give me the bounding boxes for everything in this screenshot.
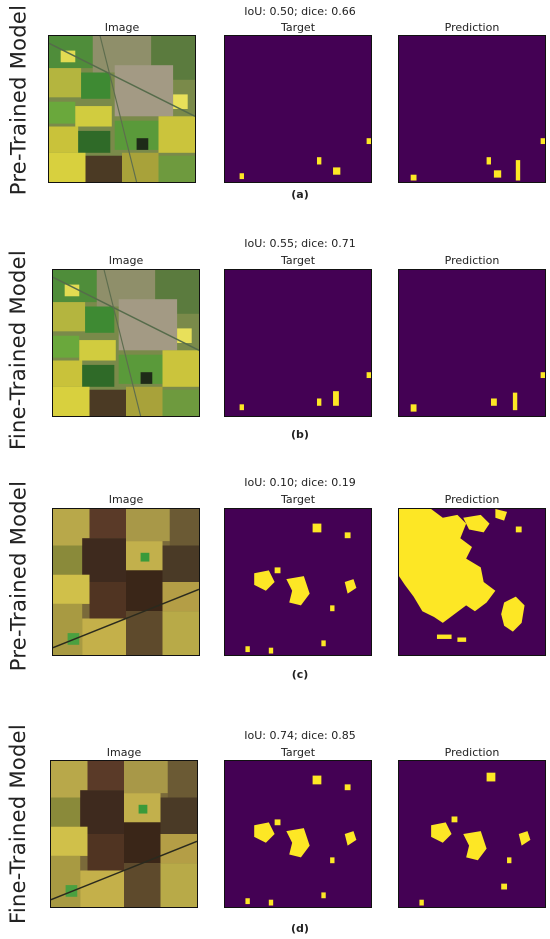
title-target: Target	[280, 21, 316, 34]
row-label: Pre-Trained Model	[0, 480, 38, 672]
target-mask	[224, 508, 372, 656]
metric-text: IoU: 0.74; dice: 0.85	[244, 729, 356, 742]
panel-a: Pre-Trained Model IoU: 0.50; dice: 0.66 …	[0, 0, 550, 205]
row-label-text: Fine-Trained Model	[6, 249, 30, 451]
title-prediction: Prediction	[444, 746, 500, 759]
panel-c: Pre-Trained Model IoU: 0.10; dice: 0.19 …	[0, 473, 550, 688]
caption: (b)	[291, 428, 309, 441]
title-prediction: Prediction	[444, 21, 500, 34]
metric-text: IoU: 0.50; dice: 0.66	[244, 5, 356, 18]
caption: (d)	[291, 922, 309, 935]
title-prediction: Prediction	[444, 254, 500, 267]
satellite-image	[52, 269, 200, 417]
target-mask	[224, 269, 372, 417]
row-label-text: Pre-Trained Model	[6, 480, 31, 672]
prediction-mask	[398, 508, 546, 656]
satellite-image	[52, 508, 200, 656]
title-target: Target	[280, 493, 316, 506]
title-image: Image	[104, 21, 140, 34]
caption: (a)	[291, 188, 309, 201]
row-label-text: Fine-Trained Model	[6, 723, 30, 925]
panel-b: Fine-Trained Model IoU: 0.55; dice: 0.71…	[0, 234, 550, 450]
target-mask	[224, 35, 372, 183]
row-label: Pre-Trained Model	[0, 5, 38, 196]
metric-text: IoU: 0.10; dice: 0.19	[244, 476, 356, 489]
title-image: Image	[108, 493, 144, 506]
row-label: Fine-Trained Model	[0, 724, 38, 924]
title-prediction: Prediction	[444, 493, 500, 506]
target-mask	[224, 760, 372, 908]
panel-d: Fine-Trained Model IoU: 0.74; dice: 0.85…	[0, 724, 550, 939]
prediction-mask	[398, 269, 546, 417]
row-label-text: Pre-Trained Model	[6, 4, 31, 196]
satellite-image	[50, 760, 198, 908]
title-target: Target	[280, 254, 316, 267]
metric-text: IoU: 0.55; dice: 0.71	[244, 237, 356, 250]
title-target: Target	[280, 746, 316, 759]
title-image: Image	[108, 254, 144, 267]
row-label: Fine-Trained Model	[0, 250, 38, 450]
title-image: Image	[106, 746, 142, 759]
satellite-image	[48, 35, 196, 183]
caption: (c)	[291, 668, 309, 681]
prediction-mask	[398, 35, 546, 183]
prediction-mask	[398, 760, 546, 908]
